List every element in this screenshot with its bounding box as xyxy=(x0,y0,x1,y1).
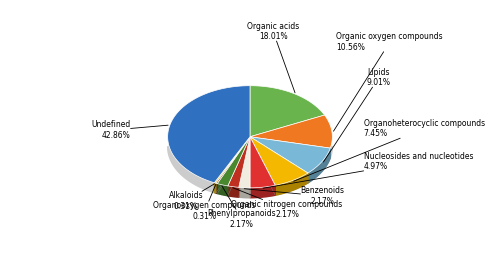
Polygon shape xyxy=(250,86,324,137)
Polygon shape xyxy=(168,86,250,183)
Text: Organoheterocyclic compounds
7.45%: Organoheterocyclic compounds 7.45% xyxy=(294,119,485,181)
Polygon shape xyxy=(239,187,250,198)
Text: Undefined
42.86%: Undefined 42.86% xyxy=(92,121,168,140)
Polygon shape xyxy=(217,137,250,186)
Polygon shape xyxy=(214,183,216,193)
Polygon shape xyxy=(214,137,250,183)
Polygon shape xyxy=(276,173,308,195)
Polygon shape xyxy=(250,137,330,173)
Polygon shape xyxy=(308,148,330,183)
Polygon shape xyxy=(250,137,308,185)
Text: Benzenoids
2.17%: Benzenoids 2.17% xyxy=(244,186,344,206)
Polygon shape xyxy=(168,147,332,198)
Polygon shape xyxy=(216,183,217,193)
Polygon shape xyxy=(250,115,332,148)
Text: Alkaloids
0.31%: Alkaloids 0.31% xyxy=(168,184,214,211)
Polygon shape xyxy=(250,137,276,188)
Polygon shape xyxy=(216,137,250,184)
Polygon shape xyxy=(250,185,276,198)
Text: Organic oxygen compounds
10.56%: Organic oxygen compounds 10.56% xyxy=(334,32,443,131)
Text: Organooxygen compounds
0.31%: Organooxygen compounds 0.31% xyxy=(154,184,256,220)
Polygon shape xyxy=(228,137,250,187)
Text: Phenylpropanoids
2.17%: Phenylpropanoids 2.17% xyxy=(208,186,276,229)
Text: Lipids
9.01%: Lipids 9.01% xyxy=(324,68,391,162)
Polygon shape xyxy=(228,186,239,197)
Text: Organic nitrogen compounds
2.17%: Organic nitrogen compounds 2.17% xyxy=(232,188,342,219)
Text: Nucleosides and nucleotides
4.97%: Nucleosides and nucleotides 4.97% xyxy=(263,152,473,188)
Polygon shape xyxy=(239,137,250,188)
Polygon shape xyxy=(217,184,228,196)
Text: Organic acids
18.01%: Organic acids 18.01% xyxy=(247,22,299,93)
